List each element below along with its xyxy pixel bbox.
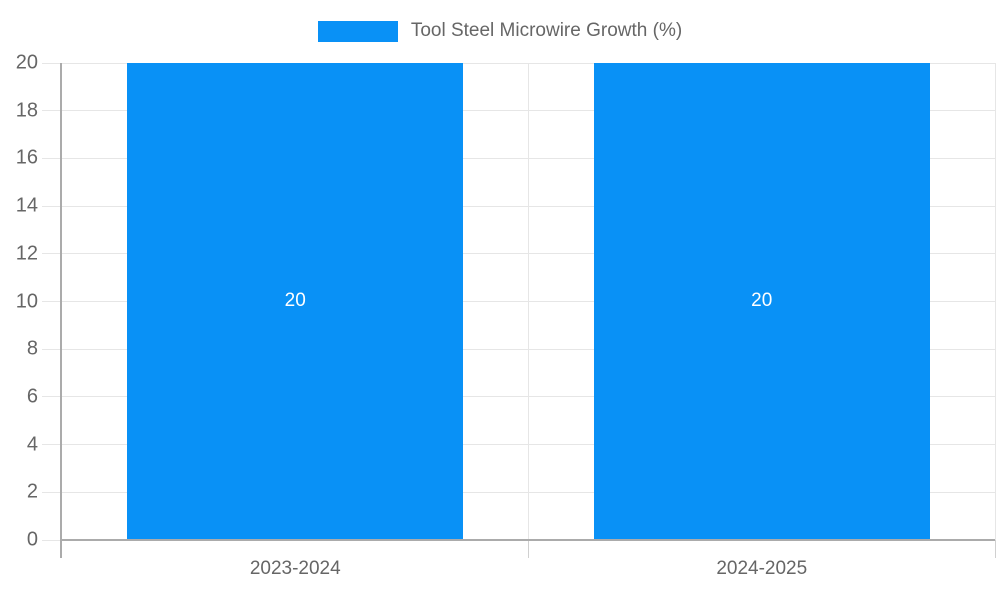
gridline xyxy=(42,62,995,64)
x-tick-label: 2023-2024 xyxy=(249,558,341,579)
x-axis-line xyxy=(60,539,995,541)
y-tick-label: 0 xyxy=(26,528,38,551)
gridline xyxy=(42,491,995,493)
bar-value-label: 20 xyxy=(284,290,306,311)
category-separator xyxy=(528,63,529,540)
bar[interactable]: 20 xyxy=(593,63,930,539)
gridline xyxy=(42,110,995,112)
gridline xyxy=(42,157,995,159)
legend[interactable]: Tool Steel Microwire Growth (%) xyxy=(0,18,1000,44)
x-axis-tick xyxy=(994,540,996,558)
y-tick-label: 16 xyxy=(15,146,38,169)
y-tick-label: 4 xyxy=(26,433,38,456)
y-tick-label: 12 xyxy=(15,242,38,265)
gridline xyxy=(42,396,995,398)
bar-value-label: 20 xyxy=(751,290,773,311)
category-separator xyxy=(994,63,996,540)
y-tick-label: 6 xyxy=(26,385,38,408)
legend-swatch xyxy=(317,20,398,42)
gridline xyxy=(42,301,995,302)
gridline xyxy=(42,444,995,446)
y-tick-label: 14 xyxy=(15,194,38,217)
legend-label: Tool Steel Microwire Growth (%) xyxy=(410,20,683,41)
y-tick-label: 20 xyxy=(15,51,38,74)
y-axis-line xyxy=(60,63,62,558)
gridline xyxy=(42,205,995,207)
gridline xyxy=(42,348,995,350)
x-axis-tick xyxy=(528,540,529,558)
y-tick-label: 18 xyxy=(15,99,38,122)
y-tick-label: 2 xyxy=(26,480,38,503)
gridline xyxy=(42,253,995,255)
bar[interactable]: 20 xyxy=(127,63,464,539)
x-tick-label: 2024-2025 xyxy=(716,558,808,579)
y-tick-label: 10 xyxy=(15,290,38,312)
y-tick-label: 8 xyxy=(26,337,38,360)
